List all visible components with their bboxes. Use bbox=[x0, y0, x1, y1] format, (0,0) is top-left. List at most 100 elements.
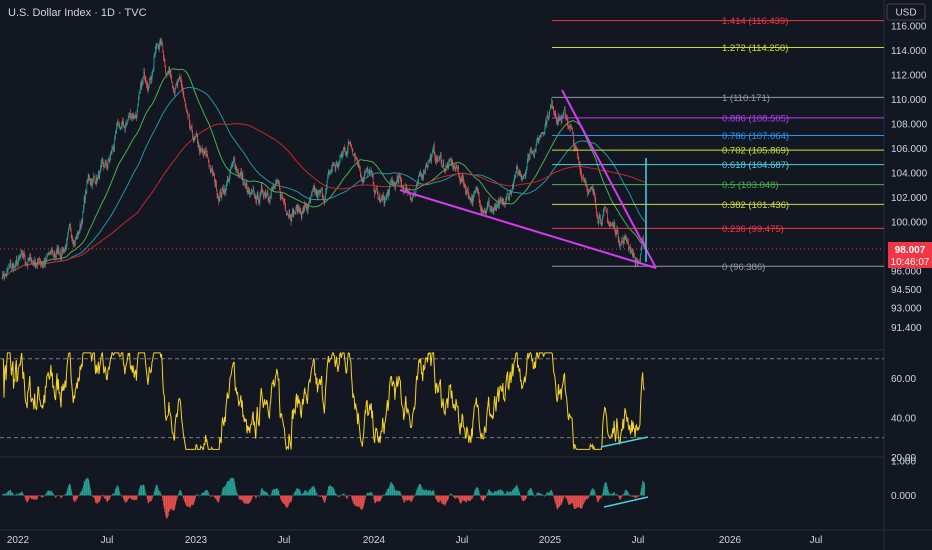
candle-body bbox=[248, 191, 250, 193]
price-badge-bg bbox=[888, 242, 932, 268]
macd-histogram-bar bbox=[600, 495, 601, 499]
macd-histogram-bar bbox=[264, 490, 265, 496]
candle-body bbox=[526, 161, 528, 170]
macd-histogram-bar bbox=[165, 495, 166, 516]
trendline-drawings[interactable] bbox=[399, 89, 657, 269]
macd-histogram-bar bbox=[633, 495, 635, 497]
candle-body bbox=[313, 187, 315, 188]
macd-histogram-bar bbox=[612, 492, 614, 496]
macd-histogram-bar bbox=[100, 495, 102, 498]
candle-body bbox=[318, 192, 320, 194]
macd-histogram-bar bbox=[126, 495, 128, 502]
candle-body bbox=[554, 112, 555, 114]
macd-histogram-bar bbox=[642, 480, 643, 496]
macd-histogram-bar bbox=[132, 495, 134, 500]
macd-histogram-bar bbox=[549, 491, 550, 496]
macd-histogram-bar bbox=[93, 495, 94, 498]
candle-body bbox=[583, 177, 584, 179]
macd-histogram-bar bbox=[535, 495, 536, 497]
time-axis[interactable]: 2022 Jul 2023 Jul 2024 Jul 2025 Jul 2026 Jul bbox=[7, 535, 823, 546]
candle-body bbox=[470, 197, 472, 202]
fib-level-label: 0 (96.386) bbox=[722, 262, 765, 273]
candle-body bbox=[616, 227, 618, 233]
macd-histogram-bar bbox=[465, 495, 467, 503]
macd-histogram-bar bbox=[215, 495, 217, 499]
macd-histogram-bar bbox=[178, 491, 180, 496]
candle-body bbox=[142, 80, 143, 84]
candle-body bbox=[17, 263, 18, 265]
candle-body bbox=[368, 172, 370, 174]
candle-body bbox=[121, 120, 123, 126]
macd-histogram-bar bbox=[386, 490, 388, 496]
candle-body bbox=[605, 207, 607, 211]
candle-body bbox=[482, 208, 483, 212]
candle-body bbox=[392, 182, 394, 184]
macd-histogram-bar bbox=[428, 490, 430, 496]
macd-histogram-bar bbox=[133, 495, 134, 500]
candle-body bbox=[404, 188, 406, 192]
price-axis[interactable]: 116.000114.000112.000110.000108.000106.0… bbox=[891, 22, 928, 503]
candle-body bbox=[389, 186, 390, 193]
candle-body bbox=[409, 193, 411, 196]
macd-histogram-bar bbox=[597, 495, 599, 503]
candle-body bbox=[234, 159, 236, 165]
macd-histogram-bar bbox=[368, 492, 370, 496]
macd-histogram-bar bbox=[632, 495, 634, 497]
candle-body bbox=[117, 120, 118, 126]
candle-body bbox=[226, 178, 228, 184]
macd-histogram-bar bbox=[600, 495, 602, 499]
macd-histogram-bar bbox=[166, 495, 168, 519]
candle-body bbox=[264, 192, 265, 195]
macd-histogram-bar bbox=[565, 495, 567, 498]
candle-body bbox=[287, 214, 288, 215]
macd-histogram-bar bbox=[140, 484, 141, 496]
currency-button-frame[interactable] bbox=[886, 3, 926, 21]
candle-body bbox=[504, 204, 506, 205]
candle-body bbox=[161, 41, 163, 45]
candle-body bbox=[349, 143, 351, 145]
candle-body bbox=[368, 173, 369, 175]
candle-body bbox=[634, 256, 635, 258]
candle-body bbox=[28, 257, 30, 260]
macd-histogram-bar bbox=[285, 495, 287, 507]
candle-body bbox=[440, 154, 441, 157]
candle-body bbox=[218, 196, 219, 202]
candle-body bbox=[410, 195, 411, 200]
macd-histogram-bar bbox=[485, 495, 487, 498]
candle-body bbox=[619, 245, 621, 247]
candle-body bbox=[340, 154, 341, 157]
macd-histogram-bar bbox=[288, 495, 289, 507]
candle-body bbox=[419, 174, 420, 176]
candle-body bbox=[632, 252, 634, 256]
macd-histogram-bar bbox=[453, 495, 455, 498]
macd-histogram-bar bbox=[319, 495, 321, 497]
macd-histogram-bar bbox=[47, 490, 49, 496]
macd-histogram-bar bbox=[25, 495, 27, 501]
candle-body bbox=[94, 176, 96, 182]
macd-histogram-bar bbox=[506, 491, 508, 496]
candle-body bbox=[171, 76, 172, 82]
macd-histogram-bar bbox=[418, 485, 420, 496]
candle-body bbox=[231, 163, 233, 168]
candle-body bbox=[556, 117, 557, 122]
bar-countdown: 10:46:07 bbox=[891, 257, 930, 268]
candle-body bbox=[191, 126, 192, 128]
candle-body bbox=[562, 115, 563, 118]
macd-histogram-bar bbox=[446, 495, 448, 501]
candle-body bbox=[505, 200, 506, 205]
candle-body bbox=[55, 253, 57, 258]
candle-body bbox=[95, 181, 96, 185]
time-tick-label: Jul bbox=[632, 535, 645, 546]
candle-body bbox=[3, 275, 5, 279]
candle-body bbox=[117, 120, 119, 126]
candle-body bbox=[326, 181, 328, 188]
macd-histogram-bar bbox=[248, 495, 250, 504]
macd-histogram-bar bbox=[550, 490, 552, 496]
fibonacci-retracement[interactable]: 1.414 (116.439)1.272 (114.250)1 (110.171… bbox=[552, 16, 884, 273]
candle-body bbox=[421, 172, 422, 177]
candle-body bbox=[58, 249, 59, 254]
macd-histogram-bar bbox=[91, 495, 93, 497]
currency-button[interactable]: USD bbox=[886, 3, 926, 21]
candle-body bbox=[184, 98, 185, 101]
